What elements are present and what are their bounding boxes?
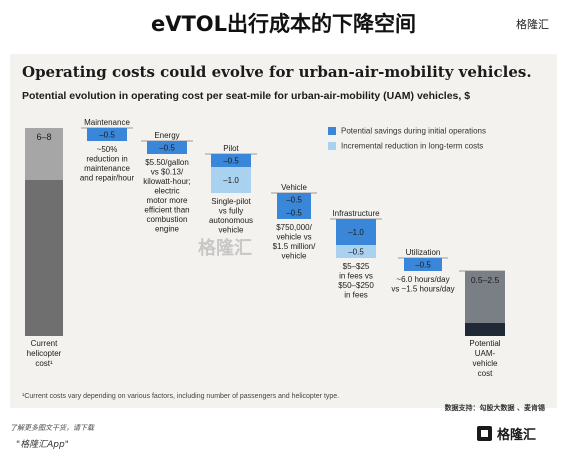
category-note-text: ~6.0 hours/day — [396, 275, 449, 284]
savings-value-label: –1.0 — [348, 228, 364, 237]
category-note-text: vehicle — [282, 252, 307, 261]
savings-bar — [336, 219, 376, 245]
category-note-text: $1.5 million/ — [273, 242, 316, 251]
page-title: eVTOL出行成本的下降空间 — [150, 12, 417, 36]
legend-swatch-long-term — [328, 141, 336, 150]
watermark-logo: 格隆汇 — [198, 238, 252, 259]
category-note-text: vs fully — [219, 207, 243, 216]
data-source: 数据支持：勾股大数据 、麦肯锡 — [444, 404, 545, 412]
savings-value-label: –0.5 — [99, 131, 115, 140]
start-bar-category-label: helicopter — [27, 349, 62, 358]
category-note-text: ~50% — [97, 145, 118, 154]
category-name-label: Energy — [154, 131, 179, 140]
footer-logo-text: 格隆汇 — [497, 427, 536, 443]
savings-value-label: –0.5 — [415, 261, 431, 270]
savings-value-label: –1.0 — [223, 176, 239, 185]
category-note-text: electric — [154, 187, 179, 196]
category-note-text: combustion — [147, 215, 188, 224]
category-note-text: maintenance — [84, 164, 130, 173]
savings-value-label: –0.5 — [286, 209, 302, 218]
legend-label-initial: Potential savings during initial operati… — [341, 126, 486, 136]
category-note-text: efficient than — [144, 206, 189, 215]
brand-logo-footer: 格隆汇 — [477, 426, 536, 443]
category-name-label: Maintenance — [84, 118, 130, 127]
end-bar-category-label: UAM- — [475, 349, 496, 358]
start-bar-category-label: cost¹ — [35, 359, 53, 368]
category-name-label: Pilot — [223, 144, 239, 153]
legend-item-initial: Potential savings during initial operati… — [328, 126, 486, 135]
savings-bar — [336, 245, 376, 258]
savings-value-label: –0.5 — [159, 144, 175, 153]
category-note-text: vehicle vs — [276, 233, 311, 242]
category-note-text: autonomous — [209, 216, 253, 225]
start-bar-range — [25, 128, 63, 180]
start-bar-base — [25, 180, 63, 336]
savings-bar — [211, 154, 251, 167]
category-note-text: motor more — [147, 196, 188, 205]
end-bar-range — [465, 271, 505, 323]
savings-bar — [277, 206, 311, 219]
category-name-label: Vehicle — [281, 183, 307, 192]
category-name-label: Infrastructure — [332, 209, 380, 218]
savings-value-label: –0.5 — [348, 248, 364, 257]
end-bar-category-label: cost — [478, 369, 493, 378]
category-note-text: Single-pilot — [211, 197, 251, 206]
chart-title: Operating costs could evolve for urban-a… — [22, 63, 532, 81]
category-note-text: in fees — [344, 291, 368, 300]
savings-bar — [277, 193, 311, 206]
category-note-text: $5.50/gallon — [145, 158, 189, 167]
chart-subtitle: Potential evolution in operating cost pe… — [22, 90, 471, 102]
category-note-text: vs ~1.5 hours/day — [391, 285, 454, 294]
category-note-text: reduction in — [86, 155, 127, 164]
end-bar-category-label: vehicle — [473, 359, 498, 368]
savings-value-label: –0.5 — [223, 157, 239, 166]
category-note-text: vs $0.13/ — [151, 168, 184, 177]
category-note-text: $750,000/ — [276, 223, 312, 232]
legend-item-long-term: Incremental reduction in long-term costs — [328, 141, 483, 150]
logo-mark-inner — [481, 430, 488, 437]
footer-download-text: 了解更多图文干货，请下载 — [10, 424, 94, 432]
category-note-text: $5–$25 — [343, 262, 370, 271]
end-bar-category-label: Potential — [469, 339, 500, 348]
category-note-text: in fees vs — [339, 272, 373, 281]
category-note-text: and repair/hour — [80, 174, 135, 183]
legend-swatch-initial — [328, 126, 336, 135]
end-bar-value-label: 0.5–2.5 — [471, 275, 500, 285]
chart-footnote: ¹Current costs vary depending on various… — [22, 393, 340, 400]
category-note-text: vehicle — [219, 226, 244, 235]
start-bar-value-label: 6–8 — [36, 132, 51, 142]
end-bar-base — [465, 323, 505, 336]
category-note-text: $50–$250 — [338, 281, 374, 290]
footer-app-name: "格隆汇App" — [16, 440, 69, 450]
legend-label-long-term: Incremental reduction in long-term costs — [341, 141, 484, 151]
savings-bar — [211, 167, 251, 193]
savings-value-label: –0.5 — [286, 196, 302, 205]
savings-bar — [404, 258, 442, 271]
savings-bar — [87, 128, 127, 141]
chart-panel — [10, 54, 557, 408]
savings-bar — [147, 141, 187, 154]
category-name-label: Utilization — [406, 248, 441, 257]
category-note-text: engine — [155, 225, 180, 234]
start-bar-category-label: Current — [31, 339, 58, 348]
category-note-text: kilowatt-hour; — [143, 177, 191, 186]
brand-logo-top: 格隆汇 — [516, 18, 549, 31]
